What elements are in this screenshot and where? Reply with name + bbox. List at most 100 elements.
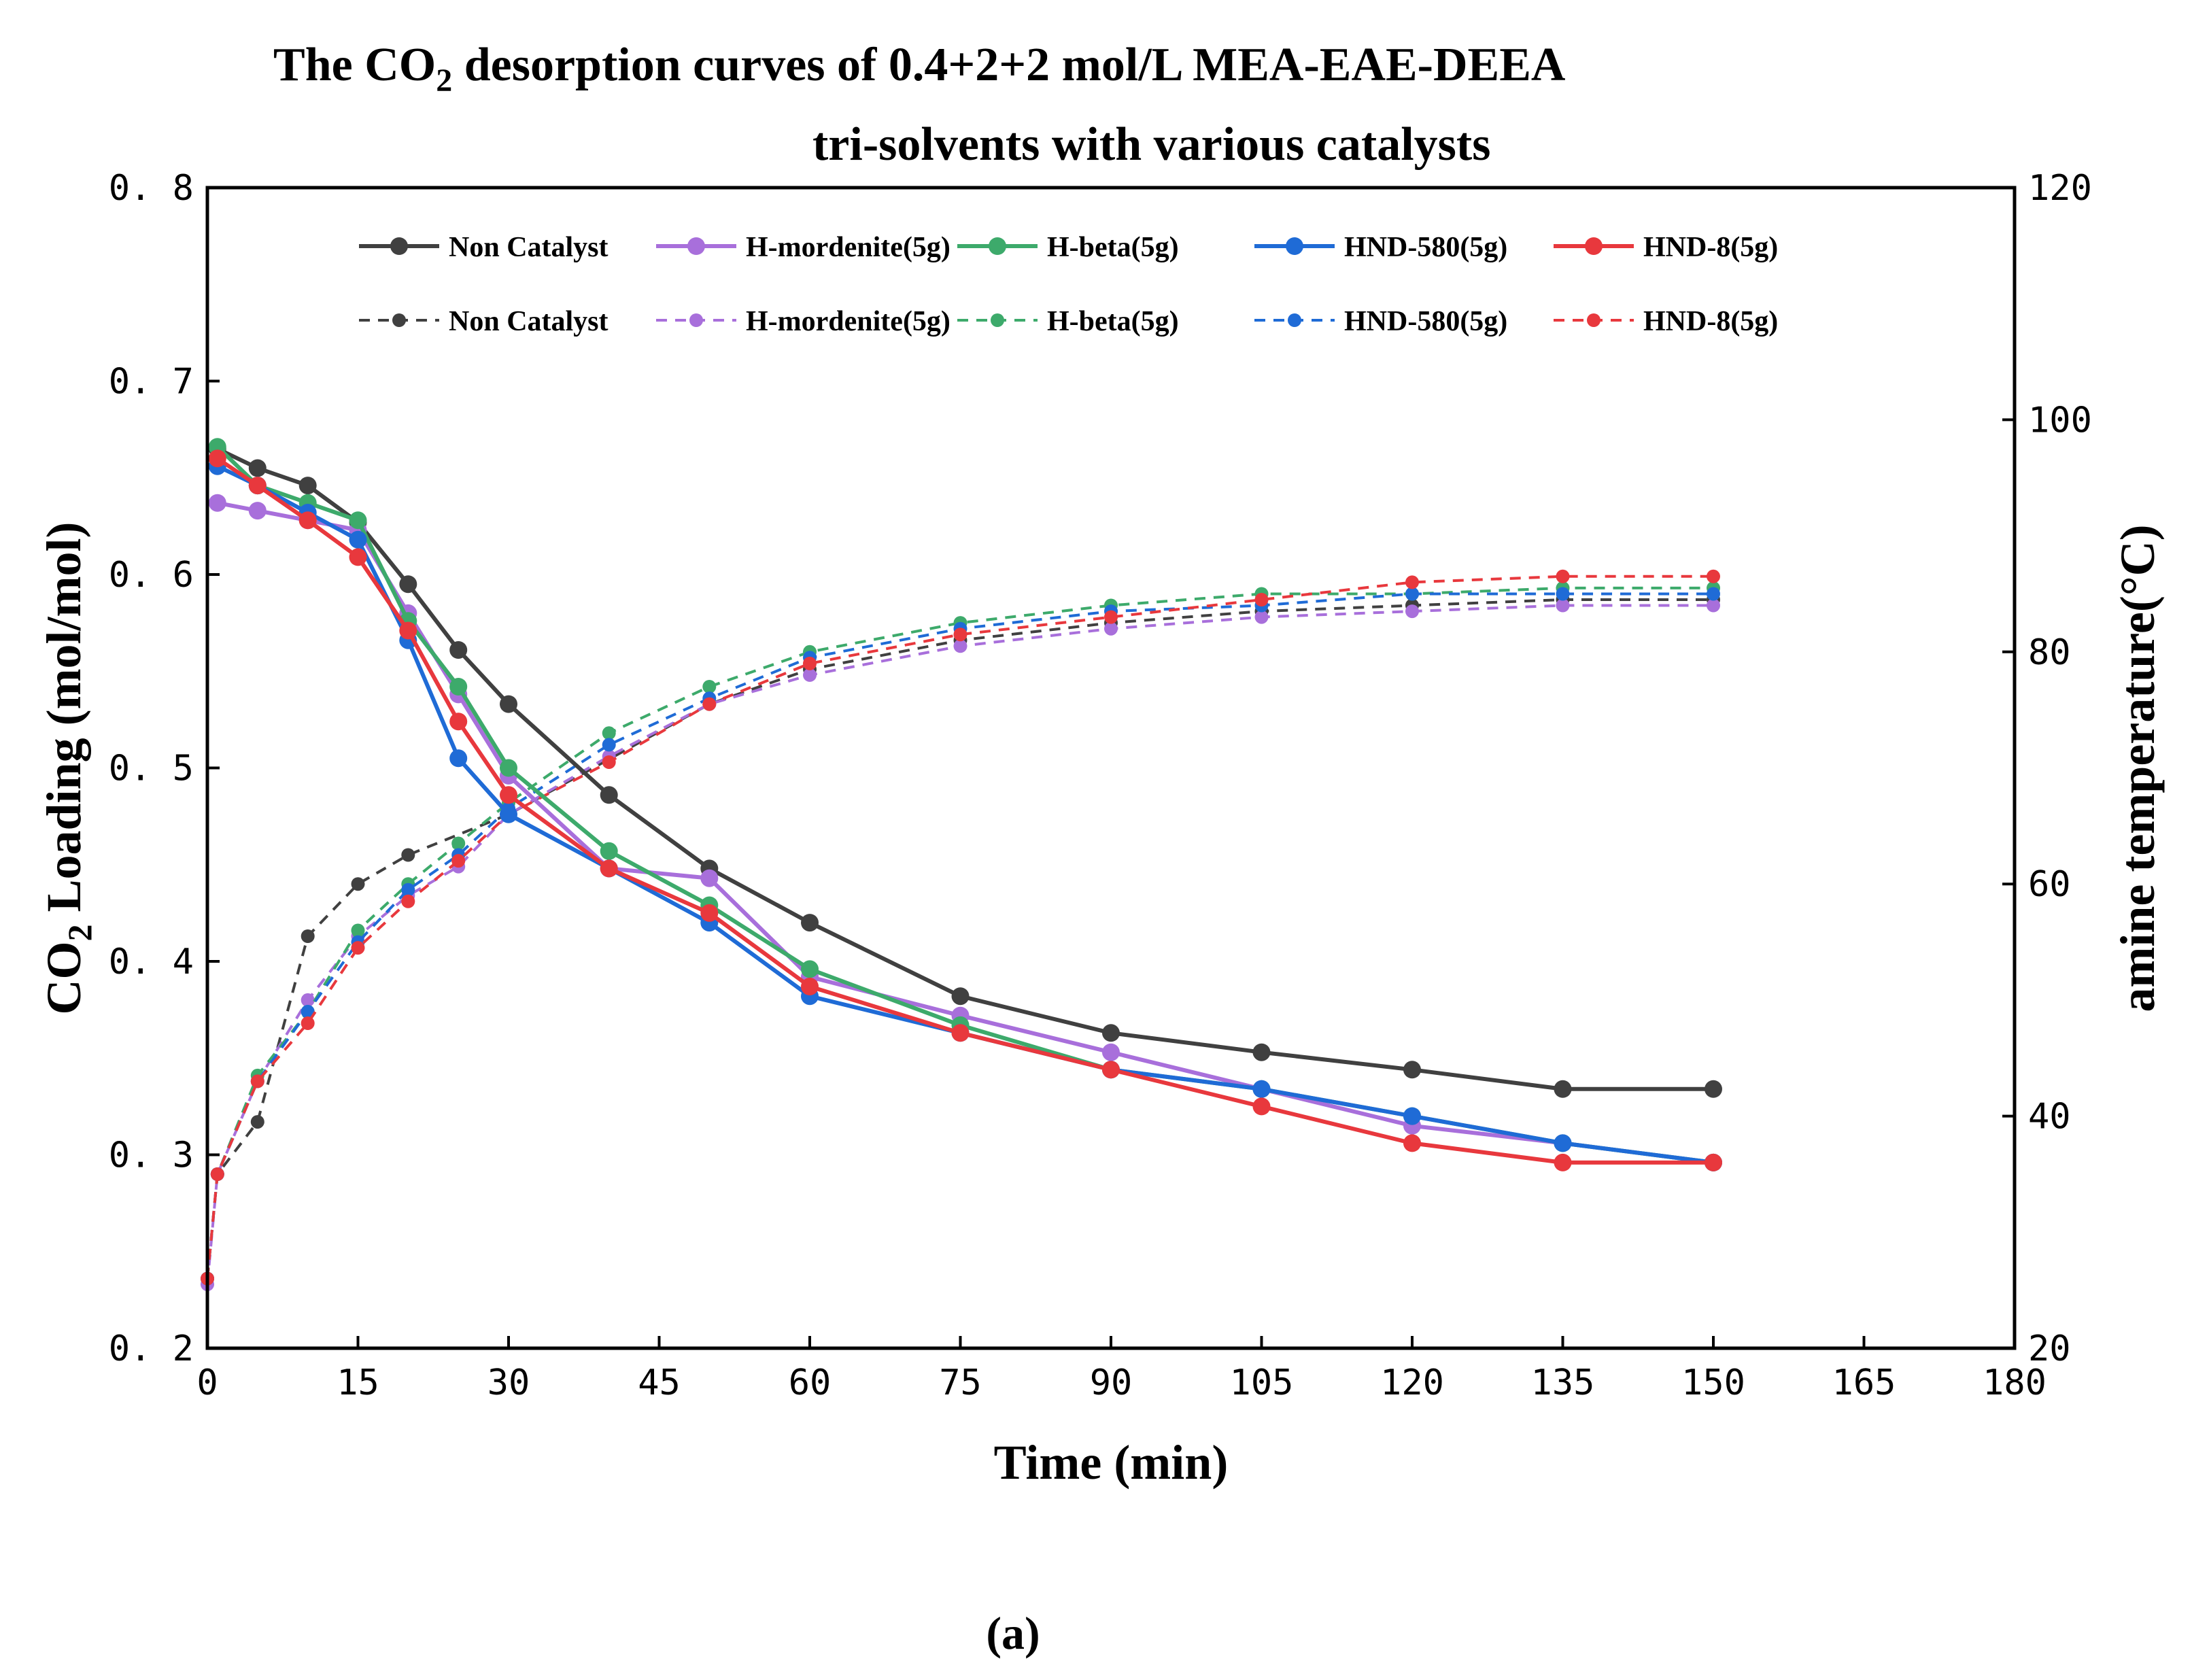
temperature-point: [401, 848, 415, 862]
loading-line-hnd-580-5g: [216, 464, 1714, 1165]
temperature-point: [602, 726, 616, 740]
loading-point: [208, 494, 226, 512]
y-tick-label: 0. 5: [109, 749, 194, 789]
legend-item-loading-hnd-580-5g: HND-580(5g): [1254, 232, 1507, 263]
legend-swatch-marker: [991, 313, 1004, 327]
x-tick-label: 165: [1832, 1362, 1896, 1403]
x-tick-label: 45: [638, 1362, 681, 1403]
loading-point: [801, 914, 819, 932]
loading-point: [449, 713, 468, 731]
temperature-point: [803, 656, 817, 670]
temperature-point: [1254, 610, 1269, 624]
temperature-point: [1405, 587, 1419, 601]
temperature-point: [1707, 587, 1720, 601]
y2-tick-label: 40: [2028, 1097, 2071, 1137]
loading-point: [1102, 1043, 1120, 1061]
temperature-point: [301, 929, 315, 943]
y-tick-label: 0. 2: [109, 1328, 194, 1369]
loading-point: [349, 530, 367, 549]
legend-label: H-beta(5g): [1047, 232, 1179, 263]
temperature-point: [1405, 575, 1419, 589]
loading-point: [298, 511, 317, 530]
loading-point: [600, 786, 618, 804]
axes: 0 15 30 45 60 75 90 105 120 135 150 165 180 0. 2 0. 3 0…: [109, 168, 2092, 1403]
legend-swatch-marker: [1587, 313, 1600, 327]
temperature-point: [702, 697, 717, 711]
temperature-point: [1556, 598, 1570, 613]
loading-point: [298, 477, 317, 495]
loading-point: [449, 678, 468, 696]
temperature-point: [1104, 621, 1118, 636]
loading-point: [399, 621, 417, 640]
x-tick-label: 150: [1681, 1362, 1745, 1403]
loading-point: [449, 641, 468, 659]
legend-label: H-mordenite(5g): [746, 306, 951, 337]
temperature-line-hnd-8-5g: [206, 575, 1713, 1279]
loading-point: [1252, 1080, 1271, 1098]
legend-label: H-beta(5g): [1047, 306, 1179, 337]
legend-label: H-mordenite(5g): [746, 232, 951, 263]
temperature-point: [602, 738, 616, 752]
legend-swatch-marker: [392, 313, 406, 327]
temperature-point: [401, 894, 415, 908]
x-tick-label: 180: [1983, 1362, 2047, 1403]
loading-point: [500, 759, 517, 777]
y-tick-label: 0. 8: [109, 168, 194, 209]
loading-point: [801, 978, 819, 995]
legend-swatch-marker: [390, 237, 408, 255]
y2-tick-label: 120: [2028, 168, 2092, 209]
loading-point: [1252, 1043, 1271, 1061]
temperature-point: [1707, 569, 1720, 583]
loading-point: [1102, 1061, 1120, 1079]
loading-point: [399, 575, 417, 594]
legend-item-temperature-non-catalyst: Non Catalyst: [359, 306, 609, 337]
x-tick-label: 0: [196, 1362, 218, 1403]
loading-point: [349, 548, 367, 566]
loading-series-hnd-8-5g: [208, 449, 1722, 1171]
plot-area: [201, 438, 1722, 1292]
loading-point: [1705, 1153, 1722, 1171]
loading-line-h-beta-5g: [216, 445, 1714, 1165]
x-tick-label: 105: [1230, 1362, 1294, 1403]
legend-swatch-marker: [989, 237, 1006, 255]
temperature-point: [250, 1115, 264, 1129]
temperature-point: [953, 628, 967, 642]
x-tick-label: 90: [1090, 1362, 1133, 1403]
loading-point: [449, 749, 468, 768]
legend-swatch-marker: [1585, 237, 1603, 255]
loading-point: [500, 695, 517, 713]
temperature-point: [702, 680, 717, 693]
temperature-point: [803, 668, 817, 682]
y2-axis-label: amine temperature(°C): [2110, 524, 2165, 1012]
temperature-line-h-mordenite-5g: [206, 604, 1713, 1285]
loading-point: [951, 987, 970, 1006]
legend-swatch-marker: [1288, 313, 1301, 327]
loading-point: [208, 449, 226, 468]
y-axis-label: CO2 Loading (mol/mol): [37, 521, 99, 1014]
temperature-point: [1556, 587, 1570, 601]
legend-item-temperature-hnd-8-5g: HND-8(5g): [1554, 306, 1778, 337]
temperature-point: [210, 1167, 224, 1181]
y-tick-label: 0. 4: [109, 942, 194, 982]
legend-swatch-marker: [687, 237, 705, 255]
legend-label: HND-8(5g): [1643, 232, 1778, 263]
loading-point: [500, 805, 517, 823]
temperature-point: [401, 882, 415, 897]
temperature-point: [451, 836, 466, 851]
legend-item-loading-h-mordenite-5g: H-mordenite(5g): [656, 232, 951, 263]
legend-item-loading-h-beta-5g: H-beta(5g): [957, 232, 1179, 263]
chart-title-line1: The CO2 desorption curves of 0.4+2+2 mol…: [273, 39, 1566, 99]
loading-point: [700, 869, 719, 887]
temperature-point: [351, 941, 365, 955]
legend-label: Non Catalyst: [449, 306, 609, 337]
plot-frame: [205, 186, 2017, 1350]
temperature-series-h-mordenite-5g: [201, 598, 1720, 1292]
loading-series-non-catalyst: [208, 440, 1722, 1098]
y2-tick-label: 80: [2028, 632, 2071, 673]
loading-series-h-beta-5g: [208, 438, 1722, 1171]
y-tick-label: 0. 6: [109, 555, 194, 596]
legend-item-loading-hnd-8-5g: HND-8(5g): [1554, 232, 1778, 263]
loading-point: [1403, 1107, 1421, 1125]
temperature-point: [1556, 569, 1570, 583]
loading-point: [700, 904, 719, 922]
